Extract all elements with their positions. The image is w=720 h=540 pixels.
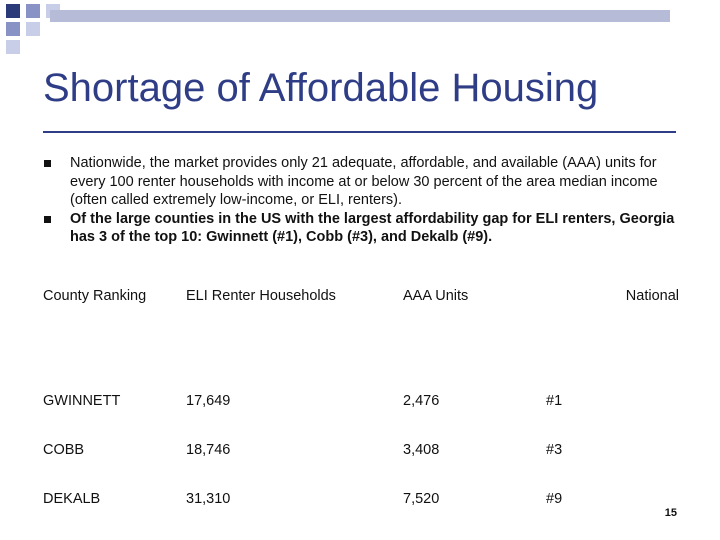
column-header: National xyxy=(625,288,679,304)
title-underline xyxy=(43,131,676,133)
table-row: GWINNETT 17,649 2,476 #1 xyxy=(43,327,679,409)
table-cell: 31,310 xyxy=(186,491,231,507)
table-cell: DEKALB xyxy=(43,491,101,507)
bullet-text: Nationwide, the market provides only 21 … xyxy=(70,155,658,208)
table-cell: #1 xyxy=(546,393,563,409)
table-cell: 2,476 xyxy=(403,393,440,409)
square-bullet-icon xyxy=(44,160,51,167)
county-ranking-table: County Ranking ELI Renter Households AAA… xyxy=(43,287,679,507)
table-cell: COBB xyxy=(43,442,85,458)
page-number: 15 xyxy=(664,507,677,519)
table-cell: #9 xyxy=(546,491,563,507)
bullet-list: Nationwide, the market provides only 21 … xyxy=(44,154,676,247)
square-bullet-icon xyxy=(44,215,51,223)
table-cell: GWINNETT xyxy=(43,393,121,409)
table-row: COBB 18,746 3,408 #3 xyxy=(43,376,679,458)
slide-title: Shortage of Affordable Housing xyxy=(43,66,599,110)
table-cell: 18,746 xyxy=(186,442,231,458)
table-row: DEKALB 31,310 7,520 #9 xyxy=(43,425,679,507)
bullet-item: Of the large counties in the US with the… xyxy=(44,210,676,247)
table-cell: 3,408 xyxy=(403,442,440,458)
table-header-row: County Ranking ELI Renter Households AAA… xyxy=(43,287,679,327)
table-cell: 7,520 xyxy=(403,491,440,507)
corner-decoration xyxy=(0,0,60,54)
bullet-item: Nationwide, the market provides only 21 … xyxy=(44,154,676,210)
table-cell: 17,649 xyxy=(186,393,231,409)
column-header: County Ranking xyxy=(43,288,147,304)
column-header: ELI Renter Households xyxy=(186,288,336,304)
bullet-text: Of the large counties in the US with the… xyxy=(70,210,675,246)
top-accent-bar xyxy=(50,10,670,22)
table-cell: #3 xyxy=(546,442,563,458)
column-header: AAA Units xyxy=(403,288,469,304)
